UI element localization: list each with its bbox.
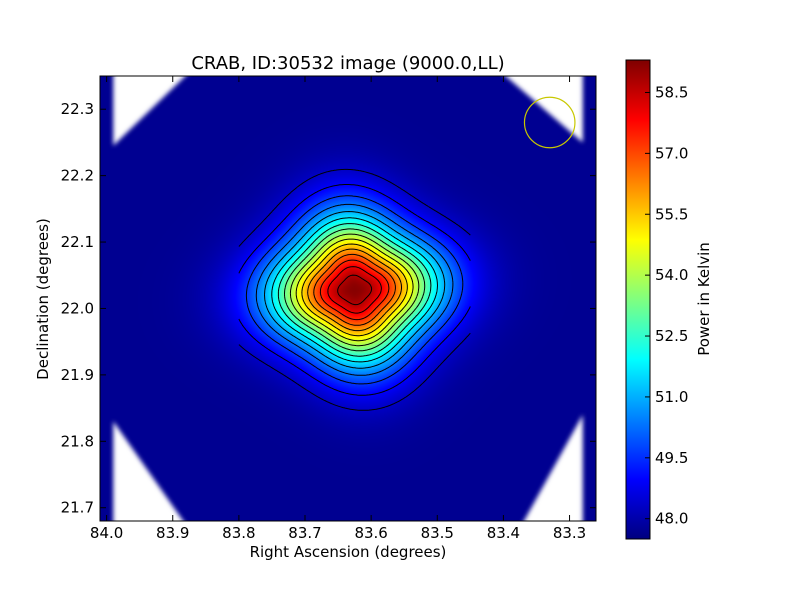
y-tick-label: 22.0 — [61, 299, 94, 317]
x-axis-label: Right Ascension (degrees) — [250, 543, 447, 561]
contour-level-8 — [284, 228, 426, 352]
y-axis-label: Declination (degrees) — [34, 218, 52, 380]
y-tick-label: 22.3 — [61, 100, 94, 118]
y-tick-label: 22.1 — [61, 233, 94, 251]
y-tick-label: 21.7 — [61, 499, 94, 517]
x-tick-label: 83.3 — [553, 524, 586, 542]
contour-level-2 — [238, 184, 471, 396]
colorbar-tick-label: 54.0 — [655, 266, 688, 284]
heatmap-canvas — [100, 76, 596, 521]
beam-circle — [523, 96, 576, 149]
x-tick-label: 83.4 — [487, 524, 520, 542]
colorbar-tick-label: 51.0 — [655, 388, 688, 406]
contour-level-3 — [245, 195, 464, 385]
colorbar-tick-label: 58.5 — [655, 83, 688, 101]
colorbar — [625, 59, 651, 540]
colorbar-tick-label: 52.5 — [655, 327, 688, 345]
contour-level-15 — [327, 266, 382, 314]
contour-level-4 — [255, 203, 454, 376]
contour-level-10 — [295, 238, 414, 342]
contour-level-9 — [289, 233, 420, 347]
contour-level-16 — [337, 274, 373, 306]
x-tick-label: 83.7 — [288, 524, 321, 542]
x-tick-label: 83.5 — [421, 524, 454, 542]
y-axis-ticks: 21.7 21.8 21.9 22.0 22.1 22.2 22.3 — [61, 100, 596, 517]
x-tick-label: 83.8 — [222, 524, 255, 542]
contour-level-12 — [307, 248, 402, 332]
y-tick-label: 21.9 — [61, 366, 94, 384]
contour-level-14 — [319, 259, 390, 321]
contour-level-1 — [238, 168, 471, 411]
colorbar-tick-label: 57.0 — [655, 144, 688, 162]
x-tick-label: 83.6 — [354, 524, 387, 542]
colorbar-tick-label: 49.5 — [655, 449, 688, 467]
contour-level-11 — [301, 243, 408, 337]
colorbar-label: Power in Kelvin — [695, 242, 713, 356]
plot-area — [100, 76, 596, 521]
contour-group — [238, 168, 471, 411]
contour-level-13 — [313, 253, 396, 326]
y-tick-label: 22.2 — [61, 167, 94, 185]
x-axis-ticks: 84.0 83.9 83.8 83.7 83.6 83.5 83.4 83.3 — [90, 76, 586, 542]
contour-level-7 — [277, 223, 432, 357]
heatmap-image-wrapper — [100, 76, 596, 521]
x-tick-label: 84.0 — [90, 524, 123, 542]
colorbar-tick-label: 55.5 — [655, 205, 688, 223]
y-tick-label: 21.8 — [61, 432, 94, 450]
colorbar-ticks: 48.0 49.5 51.0 52.5 54.0 55.5 57.0 58.5 — [645, 83, 688, 528]
contour-level-5 — [264, 211, 446, 369]
contour-level-6 — [271, 217, 438, 363]
plot-frame — [99, 75, 597, 522]
colorbar-tick-label: 48.0 — [655, 510, 688, 528]
chart-title: CRAB, ID:30532 image (9000.0,LL) — [191, 53, 504, 74]
x-tick-label: 83.9 — [156, 524, 189, 542]
